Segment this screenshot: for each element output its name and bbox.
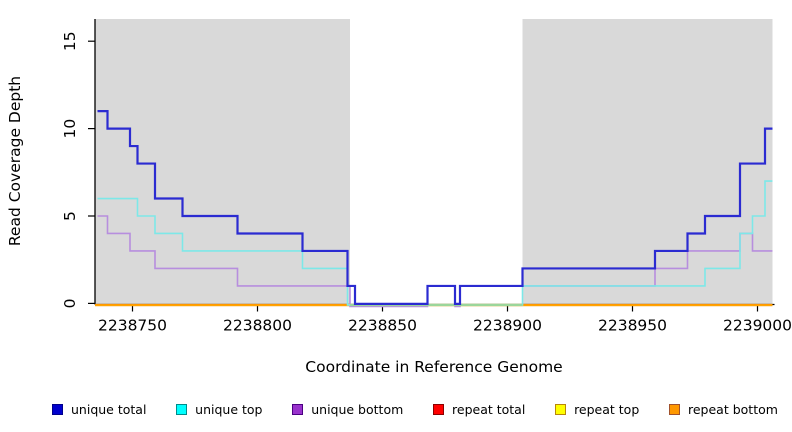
x-tick-label: 2238850 xyxy=(348,317,417,335)
x-tick-label: 2239000 xyxy=(723,317,792,335)
legend-label: unique total xyxy=(71,401,147,417)
y-axis-label: Read Coverage Depth xyxy=(6,76,24,246)
legend-item-unique-total: unique total xyxy=(52,402,146,417)
legend-label: repeat bottom xyxy=(688,401,778,417)
x-axis-label: Coordinate in Reference Genome xyxy=(305,358,562,376)
x-tick-label: 2238950 xyxy=(598,317,667,335)
series-lines xyxy=(95,110,773,308)
legend-item-unique-top: unique top xyxy=(176,402,262,417)
shaded-regions xyxy=(95,19,773,305)
series-unique-total-line xyxy=(97,110,773,305)
legend-swatch-repeat-top xyxy=(555,403,567,415)
legend-swatch-repeat-total xyxy=(433,403,445,415)
y-tick-label: 10 xyxy=(61,119,79,139)
x-tick-label: 2238900 xyxy=(473,317,542,335)
tick-labels: 2238750 2238800 2238850 2238900 2238950 22390… xyxy=(61,31,792,334)
legend-swatch-repeat-bottom xyxy=(669,403,680,415)
legend-swatch-unique-bottom xyxy=(292,403,304,415)
y-tick-label: 15 xyxy=(61,31,79,51)
x-tick-label: 2238750 xyxy=(98,317,167,335)
legend-label: repeat total xyxy=(452,401,526,417)
legend-label: repeat top xyxy=(574,401,640,417)
legend-item-repeat-bottom: repeat bottom xyxy=(669,402,778,417)
coverage-chart: 2238750 2238800 2238850 2238900 2238950 22390… xyxy=(6,19,792,376)
y-tick-label: 0 xyxy=(61,298,79,308)
legend-swatch-unique-total xyxy=(52,403,63,415)
legend: unique total unique top unique bottom re… xyxy=(0,396,792,422)
legend-label: unique bottom xyxy=(311,401,404,417)
legend-item-repeat-top: repeat top xyxy=(555,402,639,417)
x-tick-label: 2238800 xyxy=(223,317,292,335)
legend-swatch-unique-top xyxy=(176,403,188,415)
legend-item-unique-bottom: unique bottom xyxy=(292,402,403,417)
y-tick-label: 5 xyxy=(61,211,79,221)
legend-item-repeat-total: repeat total xyxy=(433,402,525,417)
legend-label: unique top xyxy=(195,401,263,417)
left-shaded-region xyxy=(95,19,350,305)
right-shaded-region xyxy=(522,19,773,305)
